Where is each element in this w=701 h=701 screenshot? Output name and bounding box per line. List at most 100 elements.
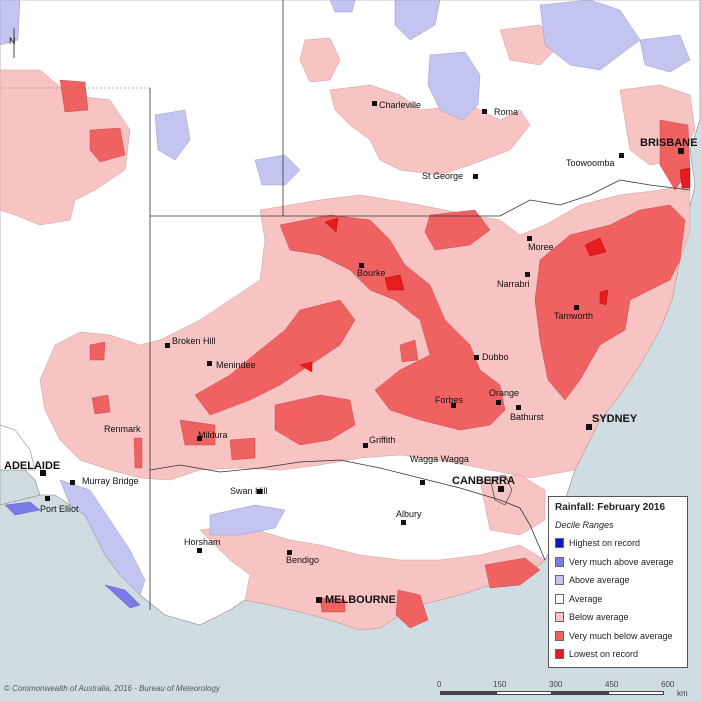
marker-swan-hill <box>257 489 262 494</box>
svg-text:N: N <box>9 36 16 46</box>
legend-subtitle: Decile Ranges <box>555 520 614 530</box>
label-griffith: Griffith <box>369 435 395 445</box>
legend-title: Rainfall: February 2016 <box>555 502 666 513</box>
label-sydney: SYDNEY <box>592 413 638 425</box>
marker-albury <box>401 520 406 525</box>
town-markers <box>40 101 684 603</box>
very-much-below-regions <box>59 79 691 629</box>
label-swan-hill: Swan Hill <box>230 486 268 496</box>
marker-dubbo <box>474 355 479 360</box>
label-horsham: Horsham <box>184 537 221 547</box>
legend-label: Average <box>569 593 603 604</box>
scale-segment <box>440 691 496 695</box>
act-border <box>489 474 513 506</box>
marker-narrabri <box>525 272 530 277</box>
marker-charleville <box>372 101 377 106</box>
marker-horsham <box>197 548 202 553</box>
north-arrow: N <box>9 28 16 58</box>
label-wagga-wagga: Wagga Wagga <box>410 454 469 464</box>
label-albury: Albury <box>396 509 422 519</box>
marker-broken-hill <box>165 343 170 348</box>
legend: Rainfall: February 2016 Decile Ranges Hi… <box>548 496 688 668</box>
marker-adelaide <box>40 470 46 476</box>
marker-sydney <box>586 424 592 430</box>
marker-griffith <box>363 443 368 448</box>
legend-label: Below average <box>569 612 629 622</box>
marker-moree <box>527 236 532 241</box>
label-bendigo: Bendigo <box>286 555 319 565</box>
legend-swatch <box>555 649 564 659</box>
marker-brisbane <box>678 148 684 154</box>
label-renmark: Renmark <box>104 424 141 434</box>
label-broken-hill: Broken Hill <box>172 336 216 346</box>
legend-swatch <box>555 630 564 641</box>
legend-label: Highest on record <box>569 538 641 548</box>
scale-unit: km <box>677 689 688 698</box>
legend-label: Very much below average <box>569 630 673 641</box>
below-average-regions <box>0 24 696 631</box>
label-brisbane: BRISBANE <box>640 137 697 149</box>
label-port-elliot: Port Elliot <box>40 504 79 514</box>
marker-menindee <box>207 361 212 366</box>
marker-melbourne <box>316 597 322 603</box>
label-bourke: Bourke <box>357 268 386 278</box>
label-orange: Orange <box>489 388 519 398</box>
label-moree: Moree <box>528 242 554 252</box>
legend-swatch <box>555 538 564 548</box>
lowest-on-record-regions <box>299 167 691 373</box>
above-average-regions <box>0 0 691 596</box>
marker-mildura <box>197 436 202 441</box>
label-menindee: Menindee <box>216 360 256 370</box>
legend-label: Above average <box>569 575 630 585</box>
legend-label: Lowest on record <box>569 649 639 659</box>
state-borders <box>149 0 691 610</box>
region-borders <box>0 87 260 217</box>
legend-swatch <box>555 575 564 585</box>
scale-tick-label: 450 <box>605 680 619 689</box>
marker-orange <box>496 400 501 405</box>
marker-murray-bridge <box>70 480 75 485</box>
legend-swatch <box>555 593 564 604</box>
label-dubbo: Dubbo <box>482 352 509 362</box>
scale-tick-label: 600 <box>661 680 675 689</box>
marker-port-elliot <box>45 496 50 501</box>
scale-tick-label: 0 <box>437 680 442 689</box>
label-mildura: Mildura <box>198 430 228 440</box>
label-roma: Roma <box>494 107 518 117</box>
very-much-above-regions <box>4 501 141 609</box>
label-adelaide: ADELAIDE <box>4 460 60 472</box>
marker-bathurst <box>516 405 521 410</box>
label-toowoomba: Toowoomba <box>566 158 615 168</box>
label-narrabri: Narrabri <box>497 279 530 289</box>
marker-canberra <box>498 486 504 492</box>
label-st-george: St George <box>422 171 463 181</box>
marker-roma <box>482 109 487 114</box>
scale-bar: 0 150 300 450 600 km <box>437 680 692 700</box>
marker-st-george <box>473 174 478 179</box>
place-labels: Charleville Roma BRISBANE Toowoomba St G… <box>4 100 697 606</box>
marker-wagga-wagga <box>420 480 425 485</box>
marker-bourke <box>359 263 364 268</box>
label-tamworth: Tamworth <box>554 311 593 321</box>
coast-west <box>0 424 36 471</box>
marker-bendigo <box>287 550 292 555</box>
scale-segment <box>496 691 552 695</box>
marker-toowoomba <box>619 153 624 158</box>
marker-tamworth <box>574 305 579 310</box>
marker-forbes <box>451 403 456 408</box>
label-charleville: Charleville <box>379 100 421 110</box>
legend-label: Very much above average <box>569 556 674 567</box>
scale-tick-label: 300 <box>549 680 563 689</box>
scale-segment <box>608 691 664 695</box>
label-melbourne: MELBOURNE <box>325 594 396 606</box>
label-forbes: Forbes <box>435 395 464 405</box>
scale-segment <box>552 691 608 695</box>
copyright: © Commonwealth of Australia, 2016 - Bure… <box>4 684 220 693</box>
scale-tick-label: 150 <box>493 680 507 689</box>
legend-swatch <box>555 612 564 622</box>
label-canberra: CANBERRA <box>452 475 515 487</box>
legend-swatch <box>555 556 564 567</box>
label-murray-bridge: Murray Bridge <box>82 476 139 486</box>
